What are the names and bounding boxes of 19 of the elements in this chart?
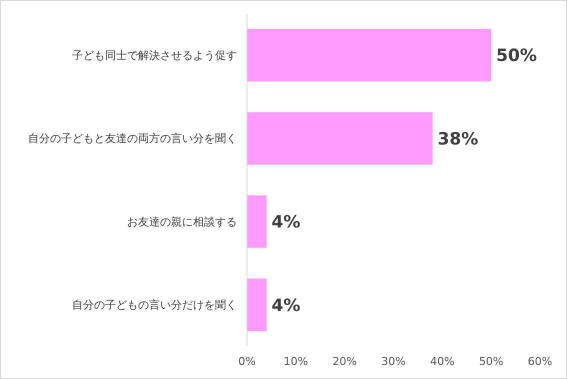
- bar: [247, 195, 267, 248]
- x-tick-label: 30%: [381, 355, 406, 368]
- x-tick-label: 60%: [528, 355, 552, 368]
- bar: [247, 278, 267, 332]
- x-tick-label: 50%: [478, 355, 504, 368]
- data-label: 4%: [272, 212, 300, 233]
- bar: [247, 28, 492, 82]
- bar: [247, 112, 433, 165]
- y-tick-label: お友達の親に相談する: [127, 215, 237, 228]
- data-label: 38%: [438, 129, 478, 150]
- x-tick-label: 20%: [332, 355, 357, 368]
- y-tick-label: 自分の子どもと友達の両方の言い分を聞く: [28, 132, 237, 146]
- x-tick-label: 10%: [284, 355, 308, 368]
- data-label: 4%: [272, 296, 300, 316]
- x-tick-label: 40%: [430, 355, 455, 368]
- data-label: 50%: [496, 46, 537, 66]
- y-tick-label: 自分の子どもの言い分だけを聞く: [72, 298, 237, 312]
- y-tick-label: 子ども同士で解決させるよう促す: [72, 49, 237, 62]
- x-tick-label: 0%: [238, 355, 256, 368]
